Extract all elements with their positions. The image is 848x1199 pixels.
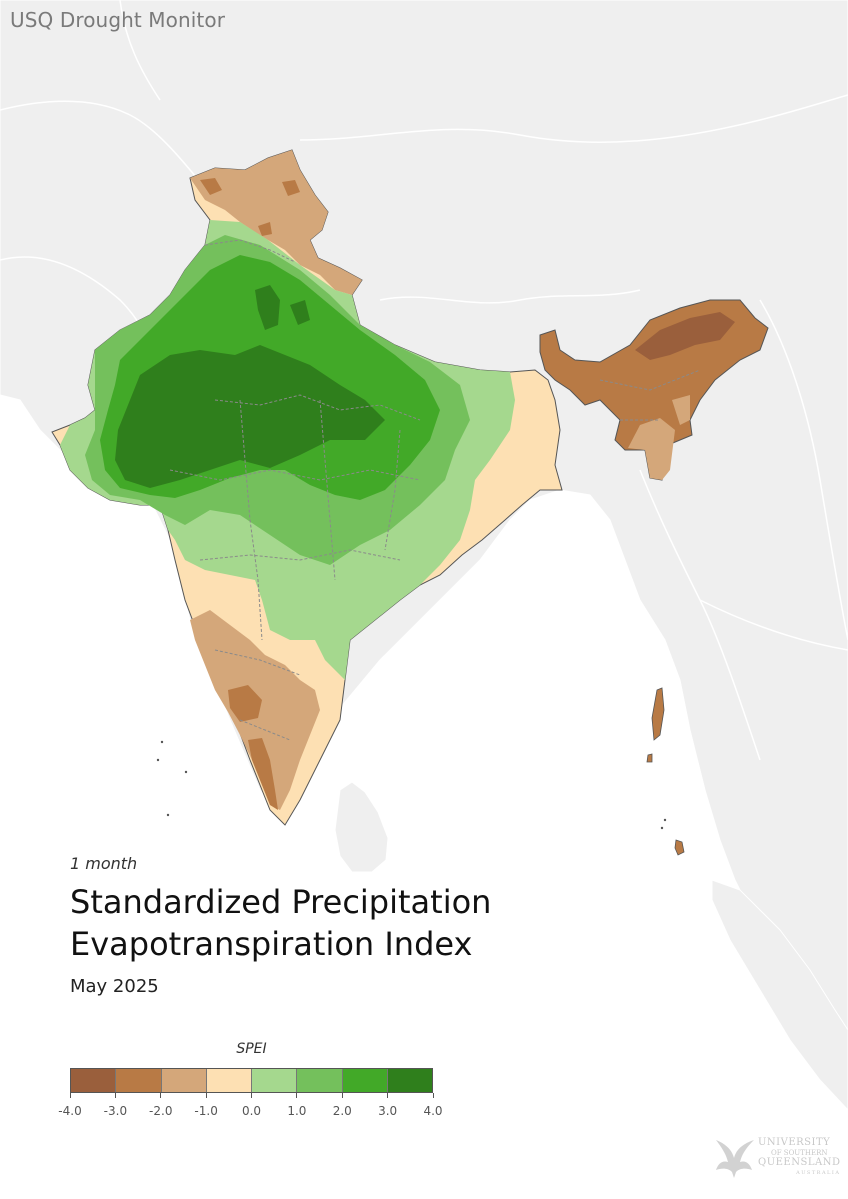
legend-title: SPEI xyxy=(236,1041,267,1057)
legend-tick-label: 2.0 xyxy=(332,1104,352,1118)
legend-ticks xyxy=(69,1093,434,1099)
legend-tick-3 xyxy=(205,1093,207,1098)
legend-tick-2 xyxy=(160,1093,162,1098)
logo-text: UNIVERSITY OF SOUTHERN QUEENSLAND AUSTRA… xyxy=(758,1138,840,1178)
south-drought-core xyxy=(228,685,278,810)
legend-swatch-4 xyxy=(252,1069,298,1092)
lakshadweep-islands xyxy=(156,740,667,830)
legend-swatch-2 xyxy=(161,1069,207,1092)
legend-swatch-6 xyxy=(342,1069,388,1092)
legend-tick-6 xyxy=(341,1093,343,1098)
india-spei-layer xyxy=(51,149,769,856)
context-land-sri-lanka xyxy=(334,781,389,873)
legend-tick-1 xyxy=(114,1093,116,1098)
northeast-moderate xyxy=(628,395,690,480)
logo-line3: QUEENSLAND xyxy=(758,1157,841,1168)
phoenix-icon xyxy=(716,1140,754,1178)
logo-line1: UNIVERSITY xyxy=(758,1137,831,1148)
context-land-sumatra xyxy=(711,879,848,1111)
legend-tick-label: 1.0 xyxy=(287,1104,307,1118)
legend-tick-8 xyxy=(432,1093,434,1098)
legend-tick-labels: -4.0 -3.0 -2.0 -1.0 0.0 1.0 2.0 3.0 4.0 xyxy=(58,1104,442,1120)
legend-tick-5 xyxy=(296,1093,298,1098)
north-drought-core xyxy=(200,178,300,236)
legend-tick-label: -2.0 xyxy=(149,1104,173,1118)
legend-color-bar xyxy=(70,1068,433,1093)
map-title-line1: Standardized Precipitation xyxy=(70,883,492,921)
logo-line2: OF SOUTHERN xyxy=(770,1149,828,1157)
wet-zone-extreme xyxy=(115,285,385,488)
legend-tick-4 xyxy=(251,1093,252,1098)
legend-swatch-1 xyxy=(116,1069,162,1092)
north-drought-zone xyxy=(190,150,362,295)
andaman-islands xyxy=(646,687,685,856)
legend-tick-7 xyxy=(387,1093,389,1098)
legend-swatch-3 xyxy=(206,1069,252,1092)
legend-tick-label: -1.0 xyxy=(194,1104,218,1118)
northeast-drought-zone xyxy=(539,299,769,481)
legend-tick-label: 4.0 xyxy=(423,1104,443,1118)
map-title-line2: Evapotranspiration Index xyxy=(70,925,473,963)
logo-line4: AUSTRALIA xyxy=(796,1170,841,1176)
legend-tick-label: -4.0 xyxy=(58,1104,82,1118)
context-borders xyxy=(0,0,848,760)
legend-tick-0 xyxy=(69,1093,71,1098)
northeast-drought-core xyxy=(635,312,735,360)
legend-swatch-7 xyxy=(387,1069,432,1092)
state-borders xyxy=(169,239,701,741)
period-label: 1 month xyxy=(70,854,138,873)
legend-swatch-0 xyxy=(71,1069,117,1092)
app-title: USQ Drought Monitor xyxy=(10,8,226,32)
legend-tick-label: 3.0 xyxy=(378,1104,398,1118)
legend-tick-label: -3.0 xyxy=(103,1104,128,1118)
map-title: Standardized Precipitation Evapotranspir… xyxy=(70,881,491,965)
usq-logo: UNIVERSITY OF SOUTHERN QUEENSLAND AUSTRA… xyxy=(712,1134,840,1180)
map-date: May 2025 xyxy=(70,976,159,997)
legend-tick-label: 0.0 xyxy=(241,1104,262,1118)
legend-swatch-5 xyxy=(297,1069,343,1092)
